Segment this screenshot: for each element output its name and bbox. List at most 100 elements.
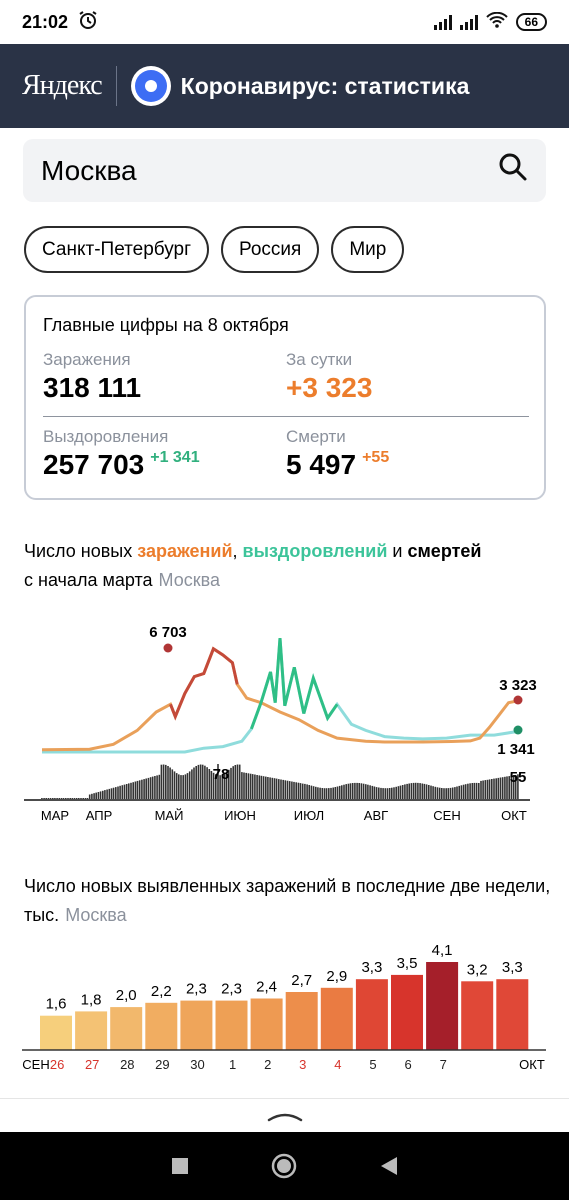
bar[interactable] (215, 1000, 248, 1050)
deaths-bar (501, 777, 504, 799)
bar[interactable] (110, 1007, 143, 1050)
deaths-bars (41, 764, 519, 799)
deaths-bar (41, 798, 43, 799)
deaths-bar (151, 776, 154, 799)
recent-apps-icon[interactable] (171, 1157, 189, 1175)
cases-line-chart[interactable]: 6 703 3 323 1 341 78 55 МАР АПР МАЙ ИЮН … (0, 610, 569, 835)
bar-category-label: 5 (369, 1057, 376, 1072)
deaths-bar (412, 782, 415, 799)
deaths-bar (480, 780, 482, 799)
deaths-bar (184, 774, 187, 799)
bar[interactable] (285, 992, 318, 1050)
deaths-bar (325, 788, 328, 799)
bar[interactable] (180, 1000, 213, 1050)
deaths-bar (199, 764, 202, 799)
bar[interactable] (496, 979, 529, 1050)
deaths-bar (301, 783, 304, 799)
deaths-bar (430, 785, 432, 799)
chart1-title-prefix: Число новых (24, 541, 133, 561)
recoveries-spike-line (249, 637, 339, 730)
deaths-bar (471, 783, 474, 799)
chart2-title-text: Число новых выявленных заражений в после… (24, 876, 551, 925)
bar[interactable] (145, 1002, 178, 1050)
infections-line (41, 646, 519, 752)
deaths-delta: +55 (362, 449, 390, 466)
deaths-bar (97, 792, 100, 799)
bar-category-label: 28 (120, 1057, 134, 1072)
deaths-bar (508, 776, 510, 799)
bar-value-label: 3,3 (361, 959, 382, 976)
deaths-bar (45, 798, 47, 799)
bar[interactable] (250, 998, 283, 1051)
deaths-bar (338, 785, 341, 799)
deaths-bar (499, 777, 502, 799)
deaths-bar (256, 775, 258, 799)
bar[interactable] (75, 1011, 108, 1050)
deaths-bar (367, 784, 369, 799)
deaths-value: 5 497 (286, 449, 357, 480)
deaths-bar (254, 774, 256, 799)
deaths-bar (341, 785, 343, 799)
yandex-logo[interactable]: Яндекс (22, 70, 103, 101)
deaths-bar (467, 783, 469, 799)
bar[interactable] (391, 974, 423, 1050)
bar-value-label: 3,5 (397, 955, 418, 972)
chip-world[interactable]: Мир (331, 226, 405, 273)
page-title: Коронавирус: статистика (180, 72, 470, 99)
chart2-region[interactable]: Москва (65, 905, 127, 925)
bar[interactable] (40, 1015, 72, 1050)
deaths-bar (334, 787, 337, 799)
bar-value-label: 4,1 (432, 942, 453, 959)
deaths-bar (428, 785, 430, 799)
deaths-bar (141, 779, 143, 799)
deaths-bar (86, 798, 89, 799)
deaths-bar (473, 782, 476, 799)
bar-value-label: 2,9 (326, 968, 347, 985)
bar-category-label: 27 (85, 1057, 99, 1072)
last-recoveries-label: 1 341 (497, 741, 535, 758)
chart1-region[interactable]: Москва (158, 570, 220, 590)
deaths-bar (436, 787, 439, 799)
bar-category-label: 4 (334, 1057, 341, 1072)
bar[interactable] (461, 981, 494, 1050)
bar-category-label: 3 (299, 1057, 306, 1072)
chip-spb[interactable]: Санкт-Петербург (24, 226, 210, 273)
deaths-bar (123, 784, 126, 799)
search-field[interactable]: Москва (23, 139, 546, 202)
alice-icon[interactable] (130, 66, 171, 106)
deaths-bar (395, 786, 397, 799)
chevron-up-icon[interactable] (266, 1108, 304, 1124)
deaths-bar (443, 788, 445, 799)
deaths-bar (154, 776, 156, 799)
deaths-bar (512, 775, 515, 799)
home-icon[interactable] (271, 1153, 297, 1179)
deaths-bar (469, 783, 471, 799)
bar-category-label: 1 (229, 1057, 236, 1072)
deaths-bar (102, 790, 104, 799)
month-oct: ОКТ (501, 808, 527, 823)
deaths-bar (204, 765, 206, 799)
bar[interactable] (426, 962, 459, 1050)
deaths-bar (262, 776, 265, 799)
deaths-bar (230, 767, 232, 799)
chip-russia[interactable]: Россия (221, 226, 320, 273)
bar[interactable] (355, 979, 388, 1050)
deaths-bar (441, 788, 443, 799)
deaths-bar (75, 798, 78, 799)
day-label: За сутки (286, 350, 353, 369)
search-input[interactable]: Москва (41, 154, 137, 186)
deaths-bar (143, 779, 145, 799)
deaths-bar (330, 787, 332, 799)
back-icon[interactable] (380, 1156, 398, 1176)
deaths-bar (104, 790, 106, 799)
deaths-bar (273, 778, 276, 799)
search-icon[interactable] (498, 152, 528, 189)
deaths-bar (447, 788, 450, 799)
bar[interactable] (320, 987, 353, 1050)
deaths-bar (319, 787, 321, 799)
system-nav-bar (0, 1132, 569, 1200)
deaths-bar (245, 772, 247, 799)
month-mar: МАР (41, 808, 69, 823)
daily-bar-chart[interactable]: 1,6 1,8 2,0 2,2 2,3 2,3 2,4 2,7 2,9 3,3 3,5 4,1 3,2 3… (0, 930, 569, 1080)
deaths-bar (241, 772, 243, 799)
